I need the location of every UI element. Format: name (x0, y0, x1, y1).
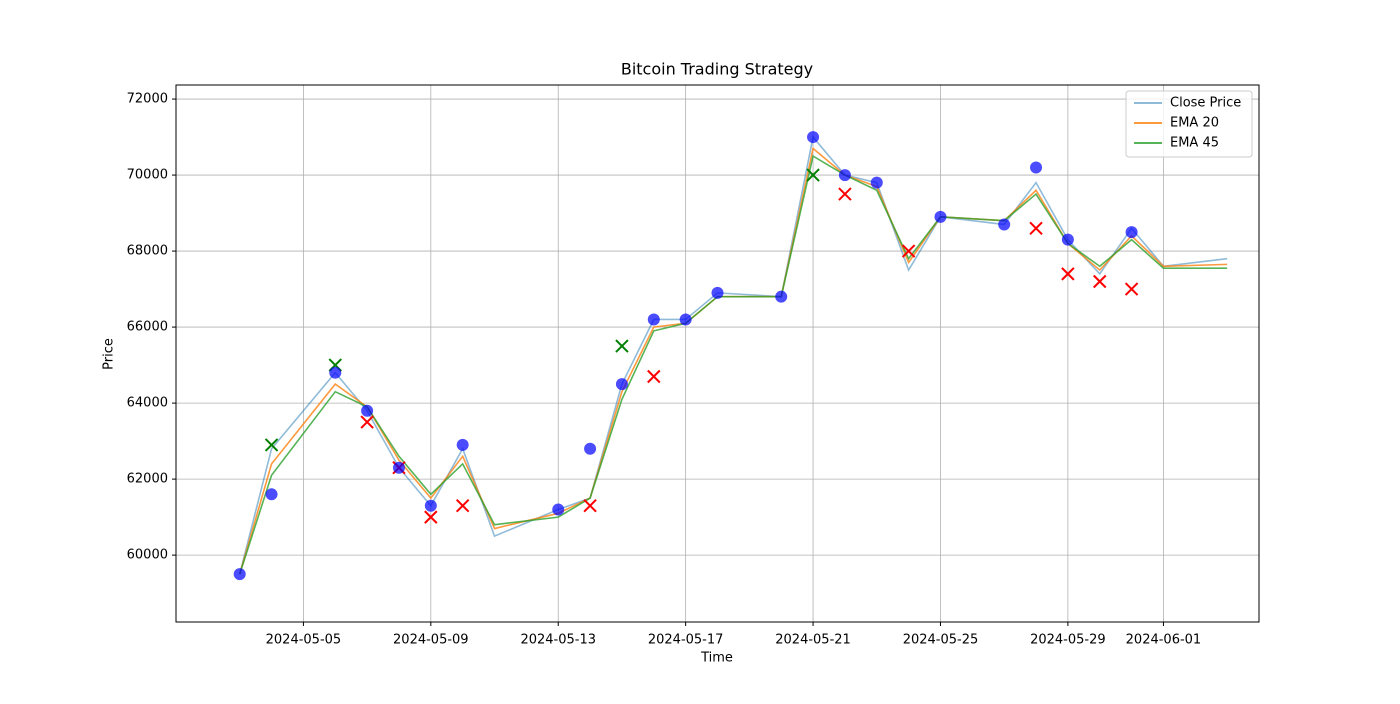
signal-cross (360, 415, 374, 429)
signal-point (424, 499, 437, 512)
signal-point (870, 176, 883, 189)
x-axis-label: Time (700, 651, 733, 666)
signal-cross (1093, 274, 1107, 289)
plot-frame (175, 84, 1260, 623)
y-tick-label: 62000 (127, 472, 168, 487)
signal-cross (1124, 282, 1139, 296)
signal-point (998, 218, 1011, 231)
y-axis-label: Price (102, 338, 117, 370)
signal-point (1061, 233, 1074, 246)
signal-cross (1061, 267, 1075, 281)
grid (176, 85, 1259, 622)
signal-point (584, 442, 597, 455)
signal-cross (424, 510, 438, 524)
signal-point (1125, 226, 1138, 239)
legend: Close Price EMA 20 EMA 45 (1125, 90, 1253, 158)
x-tick-label: 2024-05-13 (520, 633, 596, 648)
price-line (238, 154, 1228, 575)
y-tick-label: 72000 (127, 92, 168, 107)
signal-cross (901, 244, 916, 258)
signal-point (807, 131, 820, 144)
signal-point (392, 461, 405, 474)
signal-point (615, 378, 628, 391)
x-tick-label: 2024-05-21 (775, 633, 851, 648)
signal-point (329, 366, 342, 379)
signal-point (456, 438, 469, 451)
legend-box (1125, 90, 1253, 158)
price-line (238, 135, 1228, 575)
signal-cross (455, 498, 470, 513)
signal-point (647, 313, 660, 326)
signal-cross (647, 369, 661, 384)
price-line (238, 147, 1228, 575)
x-tick-label: 2024-05-09 (393, 633, 469, 648)
legend-label: Close Price (1170, 96, 1241, 111)
signal-point (679, 313, 692, 326)
chart-title: Bitcoin Trading Strategy (621, 60, 813, 79)
legend-label: EMA 45 (1170, 136, 1219, 151)
y-tick-label: 64000 (127, 396, 168, 411)
signal-cross (264, 438, 279, 452)
signal-cross (615, 339, 629, 353)
signal-cross (1029, 221, 1043, 235)
x-tick-label: 2024-05-29 (1030, 633, 1106, 648)
y-tick-label: 66000 (127, 320, 168, 335)
signal-cross (838, 187, 852, 201)
signal-point (1030, 161, 1043, 174)
signal-cross (583, 498, 597, 513)
signal-point (838, 169, 851, 182)
signal-point (711, 286, 724, 299)
signal-cross (806, 168, 820, 182)
signal-point (233, 568, 246, 581)
legend-label: EMA 20 (1170, 116, 1219, 131)
signal-point (265, 488, 278, 501)
x-tick-label: 2024-05-05 (266, 633, 342, 648)
signal-point (934, 210, 947, 223)
signal-point (775, 290, 788, 303)
y-tick-label: 68000 (127, 244, 168, 259)
x-tick-label: 2024-05-17 (648, 633, 724, 648)
signal-point (361, 404, 374, 417)
y-tick-label: 60000 (127, 548, 168, 563)
signal-point (552, 503, 565, 516)
x-tick-label: 2024-05-25 (903, 633, 979, 648)
y-tick-label: 70000 (127, 168, 168, 183)
x-tick-label: 2024-06-01 (1126, 633, 1202, 648)
